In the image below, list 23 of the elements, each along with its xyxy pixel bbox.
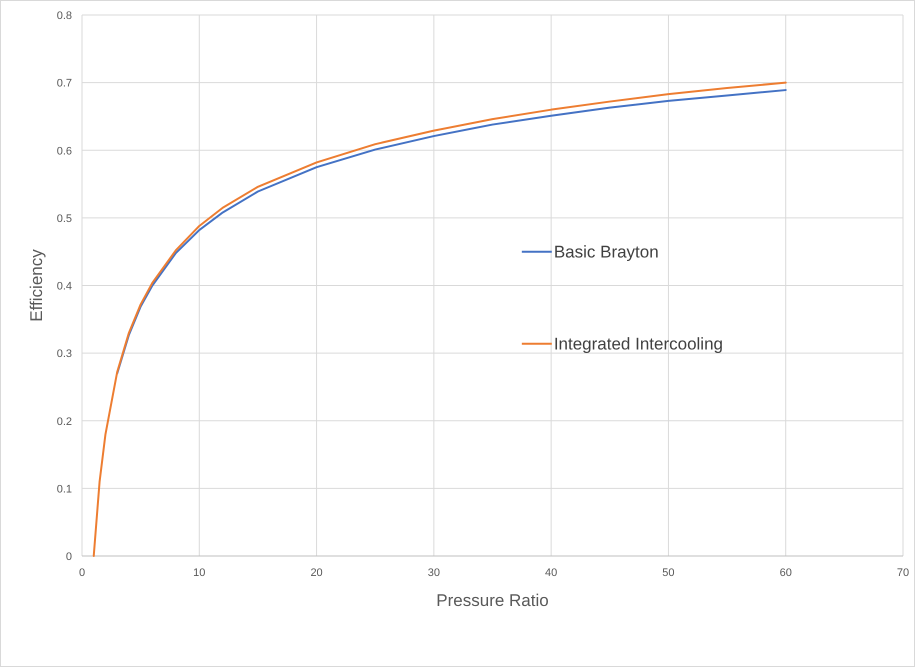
x-tick-label: 10 (193, 567, 206, 579)
legend-label: Basic Brayton (554, 242, 659, 262)
x-tick-label: 40 (545, 567, 558, 579)
x-axis-title: Pressure Ratio (436, 591, 549, 610)
y-tick-label: 0.3 (56, 348, 72, 360)
line-series (116, 89, 787, 374)
legend-label: Integrated Intercooling (554, 334, 723, 354)
y-tick-label: 0.5 (56, 212, 72, 225)
y-tick-label: 0.1 (56, 483, 72, 496)
y-tick-label: 0.4 (56, 280, 72, 292)
x-tick-label: 60 (780, 567, 792, 579)
y-tick-label: 0 (66, 551, 72, 563)
line-series (92, 82, 787, 557)
x-tick-label: 20 (310, 567, 323, 579)
y-tick-label: 0.2 (56, 416, 72, 428)
y-axis-title: Efficiency (27, 248, 46, 322)
x-tick-label: 50 (662, 567, 675, 579)
y-tick-label: 0.7 (56, 78, 72, 90)
y-tick-label: 0.6 (56, 145, 72, 158)
y-tick-label: 0.8 (56, 10, 72, 22)
x-tick-label: 30 (428, 567, 440, 579)
x-tick-label: 70 (896, 567, 910, 579)
x-tick-label: 0 (78, 567, 86, 579)
